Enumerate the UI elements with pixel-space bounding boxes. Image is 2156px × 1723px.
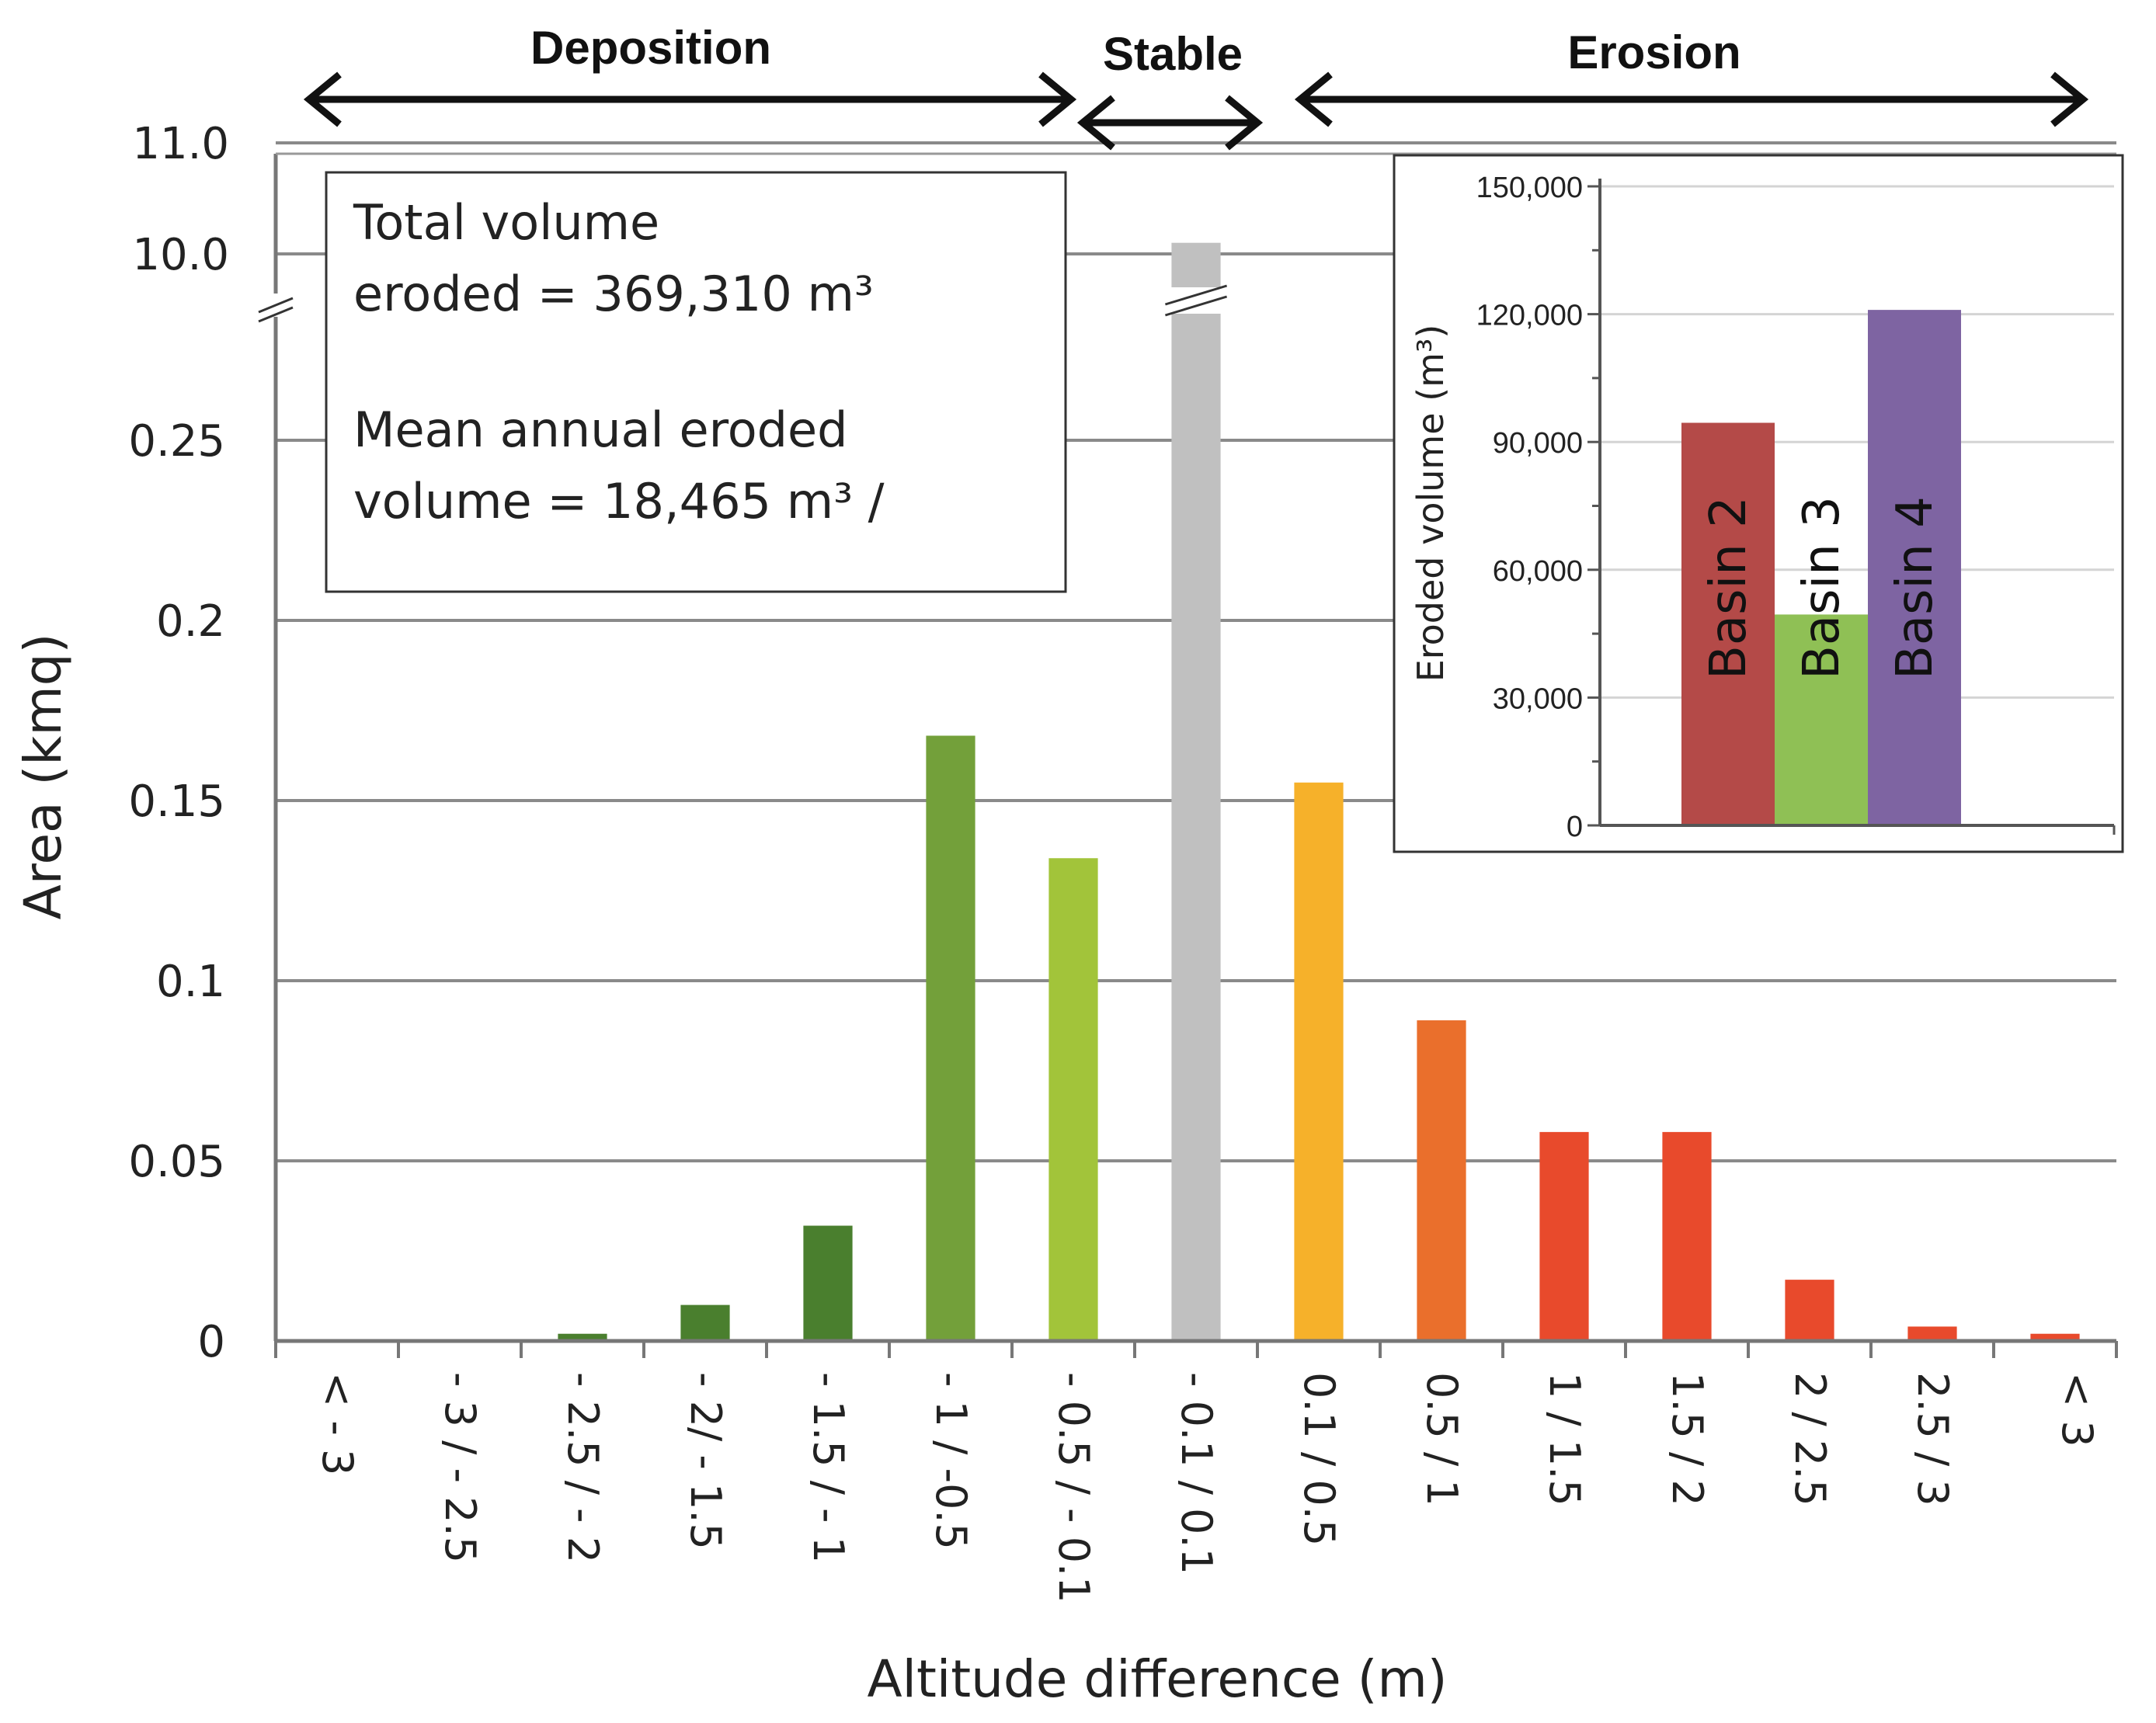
y-tick-label: 0.15	[128, 776, 225, 827]
x-tick-label: 2.5 / 3	[1908, 1372, 1957, 1506]
bar	[2030, 1333, 2080, 1341]
inset-bars	[1681, 310, 1961, 825]
inset-y-tick-label: 30,000	[1493, 683, 1583, 715]
inset-y-tick-label: 0	[1567, 811, 1583, 843]
bar-break-mark	[1164, 284, 1228, 306]
bar	[1785, 1280, 1834, 1341]
zone-arrows: Deposition Stable Erosion	[303, 22, 2089, 151]
bar	[1048, 858, 1098, 1341]
x-axis-title: Altitude difference (m)	[868, 1649, 1448, 1709]
inset-y-axis-title: Eroded volume (m³)	[1410, 325, 1452, 683]
y-axis-title: Area (kmq)	[13, 634, 73, 920]
inset-y-tick-label: 120,000	[1476, 300, 1583, 332]
annotation-line-4: volume = 18,465 m³ /	[353, 473, 885, 530]
inset-bar	[1775, 614, 1868, 825]
bar	[1539, 1131, 1589, 1341]
y-tick-label: 0.25	[128, 416, 225, 467]
bar	[1294, 782, 1344, 1341]
zone-label: Stable	[1103, 28, 1243, 80]
y-tick-label: 11.0	[132, 119, 229, 169]
x-tick-label: - 2.5 / - 2	[558, 1372, 607, 1563]
zone-arrow-head	[1294, 71, 1333, 127]
y-tick-label: 0.2	[156, 596, 225, 647]
zone-arrow-head	[1076, 95, 1115, 151]
inset-y-tick-label: 60,000	[1493, 555, 1583, 588]
main-y-tick-labels: 0 0.05 0.1 0.15 0.2 0.25 10.0 11.0	[128, 119, 229, 1367]
x-tick-label: 1.5 / 2	[1663, 1372, 1712, 1506]
inset-chart: 0 30,000 60,000 90,000 120,000 150,000 Basin …	[1393, 154, 2124, 853]
x-tick-label: - 1 / -0.5	[927, 1372, 975, 1550]
inset-bar-label: Basin 3	[1793, 496, 1851, 679]
inset-bar	[1868, 310, 1961, 825]
x-tick-label: 0.1 / 0.5	[1295, 1372, 1344, 1546]
x-tick-label: - 0.5 / - 0.1	[1049, 1372, 1098, 1603]
zone-arrow-head	[2050, 71, 2089, 127]
zone-arrow-head	[1038, 71, 1077, 127]
annotation-line-1: Total volume	[353, 194, 659, 251]
y-tick-label: 10.0	[132, 230, 229, 280]
annotation-line-2: eroded = 369,310 m³	[353, 266, 874, 322]
zone-label: Deposition	[530, 22, 771, 74]
y-tick-label: 0	[197, 1317, 225, 1367]
axis-break-mark	[258, 297, 294, 314]
bar	[1907, 1326, 1957, 1341]
bar	[1662, 1131, 1712, 1341]
x-tick-label: - 3 / - 2.5	[436, 1372, 485, 1563]
x-tick-label: 2 / 2.5	[1786, 1372, 1834, 1506]
inset-y-tick-labels: 0 30,000 60,000 90,000 120,000 150,000	[1476, 172, 1600, 843]
inset-axes	[1598, 179, 2116, 835]
inset-bar-label: Basin 2	[1700, 496, 1758, 679]
y-tick-label: 0.05	[128, 1137, 225, 1187]
x-tick-label: 1 / 1.5	[1540, 1372, 1589, 1506]
inset-bar-label: Basin 4	[1886, 496, 1944, 679]
x-tick-label: < 3	[2053, 1372, 2102, 1447]
zone-arrow-head	[1225, 95, 1264, 151]
x-tick-label: 0.5 / 1	[1417, 1372, 1466, 1506]
annotation-line-3: Mean annual eroded	[353, 401, 848, 458]
inset-y-tick-label: 90,000	[1493, 427, 1583, 460]
bar	[926, 735, 975, 1341]
x-tick-label: - 1.5 / - 1	[804, 1372, 853, 1563]
main-x-tick-labels: < - 3 - 3 / - 2.5 - 2.5 / - 2 - 2/ - 1.5 - 1…	[313, 1372, 2102, 1603]
zone-arrow-head	[303, 71, 342, 127]
bar	[1417, 1020, 1466, 1341]
bar	[1171, 242, 1221, 1342]
x-tick-label: < - 3	[313, 1372, 362, 1475]
y-tick-label: 0.1	[156, 957, 225, 1007]
inset-bar-labels: Basin 2 Basin 3 Basin 4	[1700, 496, 1944, 679]
bar	[558, 1333, 607, 1341]
axis-break-mark	[258, 306, 294, 323]
x-tick-label: - 2/ - 1.5	[681, 1372, 730, 1550]
bar	[680, 1304, 730, 1341]
bar-break-mark	[1164, 295, 1228, 317]
inset-bar	[1681, 422, 1775, 825]
inset-y-tick-label: 150,000	[1476, 172, 1583, 204]
zone-label: Erosion	[1567, 26, 1740, 78]
x-tick-label: - 0.1 / 0.1	[1172, 1372, 1221, 1575]
annotation-box: Total volume eroded = 369,310 m³ Mean an…	[325, 171, 1067, 593]
main-bars	[558, 242, 2080, 1342]
main-axes	[258, 152, 2118, 1358]
bar	[803, 1225, 853, 1341]
